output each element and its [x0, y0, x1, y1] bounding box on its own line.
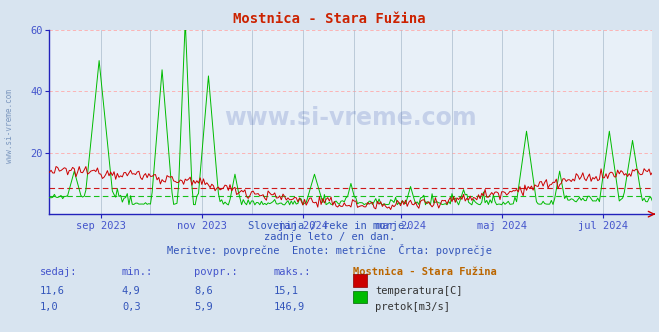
Text: 5,9: 5,9	[194, 302, 213, 312]
Text: Slovenija / reke in morje.: Slovenija / reke in morje.	[248, 221, 411, 231]
Text: Mostnica - Stara Fužina: Mostnica - Stara Fužina	[233, 12, 426, 26]
Text: 8,6: 8,6	[194, 286, 213, 295]
Text: povpr.:: povpr.:	[194, 267, 238, 277]
Text: zadnje leto / en dan.: zadnje leto / en dan.	[264, 232, 395, 242]
Text: 146,9: 146,9	[273, 302, 304, 312]
Text: temperatura[C]: temperatura[C]	[375, 286, 463, 295]
Text: maks.:: maks.:	[273, 267, 311, 277]
Text: min.:: min.:	[122, 267, 153, 277]
Text: www.si-vreme.com: www.si-vreme.com	[225, 106, 477, 130]
Text: 1,0: 1,0	[40, 302, 58, 312]
Text: 11,6: 11,6	[40, 286, 65, 295]
Text: 15,1: 15,1	[273, 286, 299, 295]
Text: sedaj:: sedaj:	[40, 267, 77, 277]
Text: www.si-vreme.com: www.si-vreme.com	[5, 89, 14, 163]
Text: Meritve: povprečne  Enote: metrične  Črta: povprečje: Meritve: povprečne Enote: metrične Črta:…	[167, 244, 492, 256]
Text: 4,9: 4,9	[122, 286, 140, 295]
Text: Mostnica - Stara Fužina: Mostnica - Stara Fužina	[353, 267, 496, 277]
Text: 0,3: 0,3	[122, 302, 140, 312]
Text: pretok[m3/s]: pretok[m3/s]	[375, 302, 450, 312]
